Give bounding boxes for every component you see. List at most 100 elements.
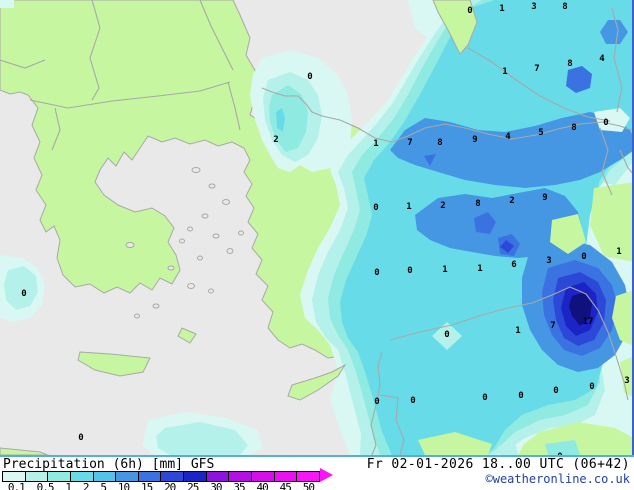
precip-value-label: 0 — [482, 393, 487, 403]
colorbar-tick-label: 0.5 — [36, 481, 55, 490]
map-canvas: 020 1 3 81 7 8 41 7 8 9 4 5 8 00 1 2 8 2 90 0 1 1 6 3 0 100 1 7 170 0… — [0, 0, 634, 455]
precip-value-label: 8 — [562, 2, 567, 12]
precip-value-label: 5 — [538, 128, 543, 138]
precip-value-label: 0 — [557, 452, 562, 455]
precip-value-label: 2 — [273, 135, 278, 145]
colorbar-segment — [206, 472, 230, 481]
forecast-timestamp: Fr 02-01-2026 18..00 UTC (06+42) — [366, 457, 630, 472]
precip-value-label: 0 — [78, 433, 83, 443]
colorbar-segment — [116, 472, 139, 481]
colorbar-tick-label: 15 — [140, 481, 153, 490]
precip-value-label: 0 — [373, 203, 378, 213]
rhodes-island — [177, 327, 197, 344]
colorbar-segment — [229, 472, 253, 481]
crimea-cape — [432, 0, 478, 55]
precip-value-label: 0 — [374, 397, 379, 407]
precip-value-label: 1 — [616, 247, 621, 257]
precip-value-label: 9 — [542, 193, 547, 203]
precip-value-label: 8 — [437, 138, 442, 148]
precip-value-label: 0 — [374, 268, 379, 278]
colorbar-tick-label: 45 — [279, 481, 292, 490]
turkey-syria-border — [389, 286, 629, 401]
colorbar-tick-label: 35 — [233, 481, 245, 490]
precip-value-label: 8 — [567, 59, 572, 69]
borders-layer — [0, 0, 634, 455]
precip-value-label: 0 — [444, 330, 449, 340]
storm-core — [569, 292, 592, 326]
value-labels-layer: 020 1 3 81 7 8 41 7 8 9 4 5 8 00 1 2 8 2 90 0 1 1 6 3 0 100 1 7 170 0… — [21, 2, 629, 455]
colorbar-segment — [138, 472, 162, 481]
precip-value-label: 1 — [406, 202, 411, 212]
precip-value-label: 1 — [477, 264, 482, 274]
precip-value-label: 3 — [624, 376, 629, 386]
islands-over-layer — [287, 0, 478, 401]
precipitation-map: 0 2 0 1 3 8 1 7 8 4 1 7 8 9 4 5 8 0 0 1 2 8 2 9 0 0 1 1 6 3 0 1 0 0 1 7 17 0 0… — [0, 0, 634, 455]
precip-value-label: 0 — [581, 252, 586, 262]
colorbar-segment — [184, 472, 207, 481]
precip-value-label: 0 — [407, 266, 412, 276]
north-blue-band — [390, 112, 634, 188]
levant-coast — [370, 351, 383, 455]
russia-caucasus-coast — [467, 47, 611, 122]
copyright-text: ©weatheronline.co.uk — [485, 472, 631, 486]
crete-island — [77, 351, 151, 377]
precip-value-label: 1 — [499, 4, 504, 14]
colorbar-segment — [3, 472, 26, 481]
precip-value-label: 2 — [440, 201, 445, 211]
precip-value-label: 1 — [502, 67, 507, 77]
legend-title: Precipitation (6h) [mm] GFS — [3, 457, 215, 472]
precip-value-label: 7 — [407, 138, 412, 148]
precip-value-label: 4 — [599, 54, 605, 64]
south-blue-band — [415, 188, 582, 258]
colorbar-tick-label: 40 — [256, 481, 269, 490]
cyprus-island — [287, 363, 347, 401]
precip-value-label: 3 — [531, 2, 536, 12]
precip-value-label: 2 — [509, 196, 514, 206]
colorbar-tick-labels: 0.1 0.5 1 2 5 10 15 20 25 30 35 40 45 50 — [2, 481, 320, 490]
libya-coast-corner — [0, 447, 50, 455]
precip-colorbar — [2, 471, 320, 482]
colorbar-segment — [274, 472, 298, 481]
precipitation-layer — [0, 0, 634, 455]
precip-value-label: 0 — [553, 386, 558, 396]
precip-value-label: 7 — [534, 64, 539, 74]
precip-value-label: 1 — [442, 265, 447, 275]
precip-value-label: 0 — [307, 72, 312, 82]
colorbar-tick-label: 2 — [82, 481, 90, 490]
precip-value-label: 17 — [583, 317, 594, 327]
precip-value-label: 4 — [505, 132, 511, 142]
colorbar-segment — [93, 472, 117, 481]
precip-value-label: 8 — [475, 199, 480, 209]
precip-value-label: 0 — [410, 396, 415, 406]
legend-bar: Precipitation (6h) [mm] GFS Fr 02-01-202… — [0, 455, 634, 490]
colorbar-segment — [48, 472, 71, 481]
precip-value-label: 0 — [21, 289, 26, 299]
colorbar-segment — [70, 472, 94, 481]
precip-value-label: 6 — [511, 260, 516, 270]
precip-value-label: 8 — [571, 123, 576, 133]
precip-value-label: 1 — [515, 326, 520, 336]
turkey-north-coast — [261, 87, 634, 143]
aegean-island-specks — [125, 167, 244, 319]
colorbar-tick-label: 10 — [117, 481, 130, 490]
colorbar-tick-label: 20 — [164, 481, 176, 490]
colorbar-tick-label: 25 — [187, 481, 199, 490]
colorbar-segment — [25, 472, 49, 481]
precip-value-label: 0 — [467, 6, 472, 16]
colorbar-tick-label: 1 — [65, 481, 72, 490]
precip-value-label: 3 — [546, 256, 551, 266]
precip-value-label: 0 — [518, 391, 523, 401]
colorbar-segment — [297, 472, 319, 481]
colorbar-tick-label: 50 — [302, 481, 315, 490]
precip-value-label: 0 — [589, 382, 594, 392]
precip-value-label: 9 — [472, 135, 477, 145]
precip-value-label: 7 — [550, 321, 555, 331]
colorbar-tick-label: 5 — [100, 481, 107, 490]
precip-value-label: 0 — [603, 118, 608, 128]
colorbar-segment — [161, 472, 185, 481]
colorbar-arrow-icon — [320, 468, 333, 482]
map-frame-right — [632, 0, 634, 455]
colorbar-tick-label: 30 — [210, 481, 222, 490]
colorbar-segment — [252, 472, 275, 481]
